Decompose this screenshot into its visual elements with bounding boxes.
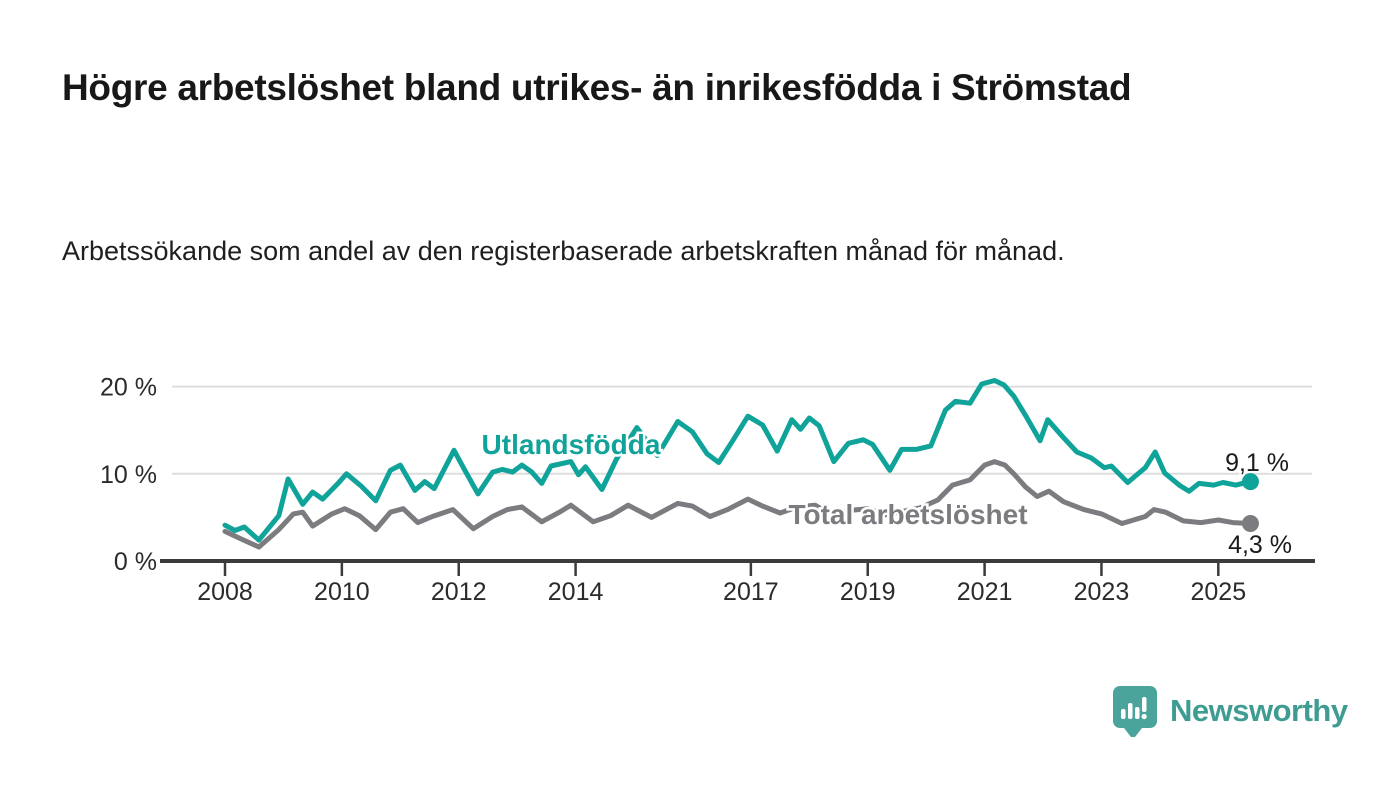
series-end-dot-0 [1241,515,1259,533]
x-tick-label-2010: 2010 [314,578,370,606]
y-tick-label-20: 20 % [100,374,157,402]
series-line-1 [222,378,1253,543]
series-line-0 [222,459,1253,550]
newsworthy-logo: Newsworthy [1112,686,1348,737]
y-tick-label-10: 10 % [100,461,157,489]
page-title: Högre arbetslöshet bland utrikes- än inr… [62,67,1132,108]
x-tick-label-2023: 2023 [1074,578,1130,606]
x-tick-label-2014: 2014 [548,578,604,606]
series-end-dot-1 [1241,473,1259,491]
series-label-0: Total arbetslöshet [788,499,1027,530]
x-tick-label-2019: 2019 [840,578,896,606]
bar-chart-speech-bubble-icon [1113,686,1157,737]
x-tick-label-2012: 2012 [431,578,487,606]
page-subtitle: Arbetssökande som andel av den registerb… [62,236,1065,266]
series-end-value-1: 9,1 % [1225,449,1289,477]
y-tick-label-0: 0 % [114,548,157,576]
brand-name: Newsworthy [1170,693,1348,728]
x-tick-label-2008: 2008 [197,578,253,606]
x-tick-label-2021: 2021 [957,578,1013,606]
x-tick-label-2017: 2017 [723,578,779,606]
series-end-value-0: 4,3 % [1228,531,1292,559]
series-label-1: Utlandsfödda [482,429,661,460]
x-tick-label-2025: 2025 [1190,578,1246,606]
